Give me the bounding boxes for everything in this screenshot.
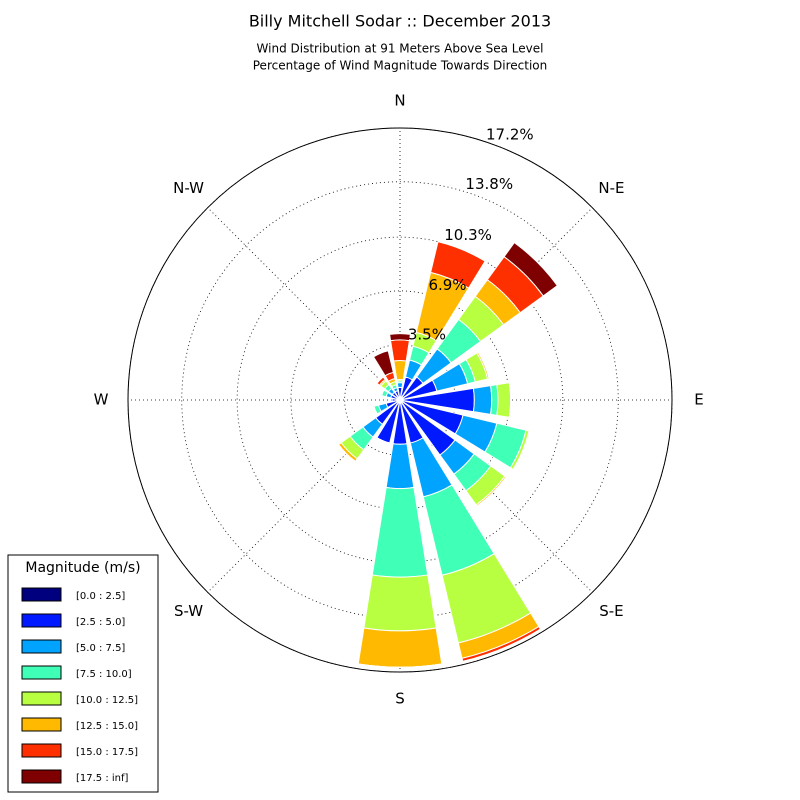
legend-swatch [21,743,62,758]
direction-label: N [394,92,405,110]
legend-swatch [21,691,62,706]
legend-label: [5.0 : 7.5] [76,643,125,654]
wedge [363,574,437,632]
direction-label: E [694,391,703,409]
legend-label: [2.5 : 5.0] [76,617,125,628]
r-tick-label: 6.9% [428,276,466,294]
direction-label: W [94,391,109,409]
wedge [512,430,530,470]
chart-title: Billy Mitchell Sodar :: December 2013 [249,12,551,31]
legend-label: [12.5 : 15.0] [76,721,138,732]
direction-label: S [395,690,405,708]
wedge [357,627,443,668]
r-tick-label: 17.2% [486,125,534,143]
grid-spoke [207,399,401,593]
r-tick-label: 13.8% [465,175,513,193]
legend-swatch [21,769,62,784]
polar-frame [127,127,673,673]
wedge [372,350,394,377]
legend-swatch [21,665,62,680]
r-tick-label: 3.5% [408,326,446,344]
wedge [462,628,541,662]
grid-circle [181,181,619,619]
legend-swatch [21,639,62,654]
chart-subtitle: Percentage of Wind Magnitude Towards Dir… [253,59,547,73]
grid-spoke [399,399,593,593]
legend-swatch [21,613,62,628]
wedge [396,382,404,389]
legend-label: [0.0 : 2.5] [76,591,125,602]
grid-spoke [207,207,401,401]
legend-label: [10.0 : 12.5] [76,695,138,706]
chart-subtitle: Wind Distribution at 91 Meters Above Sea… [257,42,544,56]
wedge [393,359,407,381]
wedge [390,339,410,362]
wedge [490,384,499,416]
wedge [389,333,411,342]
direction-label: N-W [173,179,204,197]
direction-label: S-W [174,602,203,620]
wedge [385,443,415,490]
wedge [472,385,493,415]
legend-swatch [21,587,62,602]
wedge [371,486,429,578]
direction-label: S-E [599,602,623,620]
direction-label: N-E [598,179,624,197]
grid-circle [236,236,564,564]
r-tick-label: 10.3% [444,226,492,244]
legend-label: [7.5 : 10.0] [76,669,132,680]
wedge [477,351,490,379]
legend-title: Magnitude (m/s) [25,560,140,576]
wedge [496,382,512,418]
wedge [338,444,356,462]
legend-label: [15.0 : 17.5] [76,747,138,758]
wedge [373,406,378,415]
legend-label: [17.5 : inf] [76,773,129,784]
wedge [503,241,559,297]
legend-swatch [21,717,62,732]
wedge [381,389,385,396]
